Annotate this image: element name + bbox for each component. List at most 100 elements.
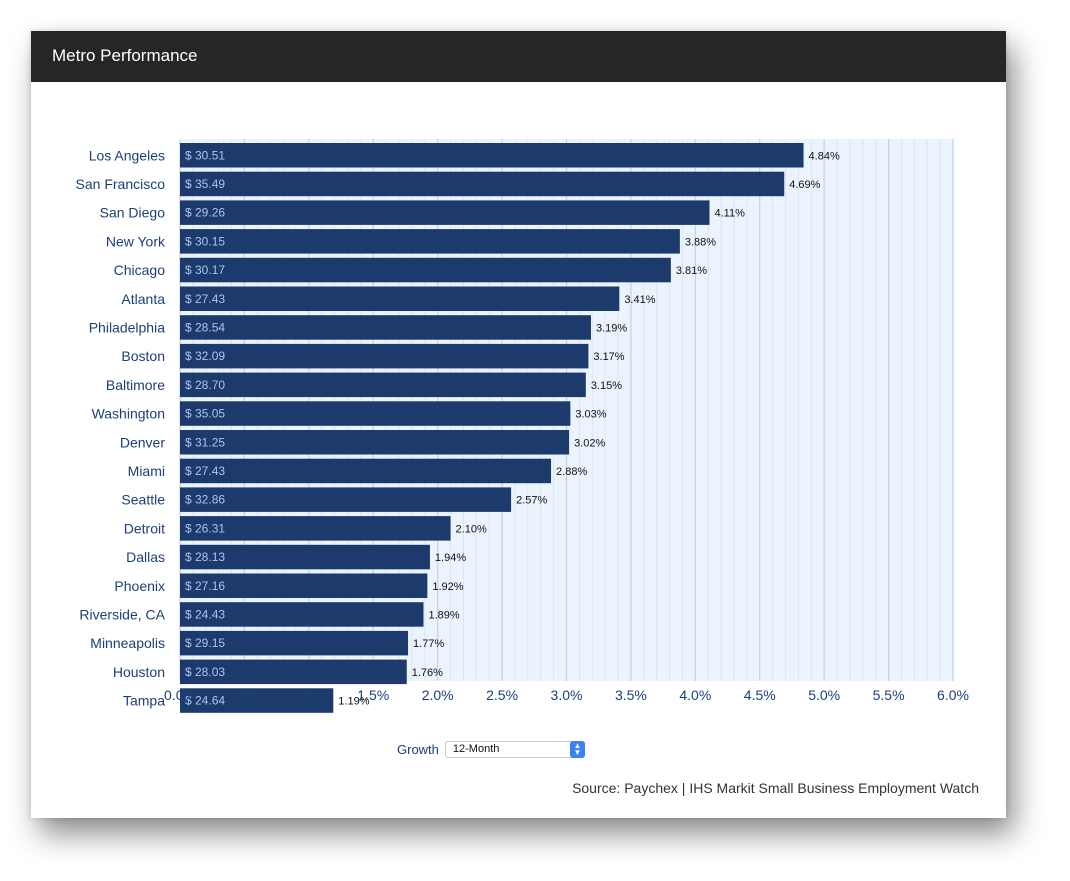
- bar: [180, 544, 430, 570]
- x-tick-label: 3.5%: [615, 687, 647, 703]
- bar-inner-label: $ 31.25: [185, 435, 225, 449]
- value-label: 3.41%: [624, 294, 655, 306]
- bar: [180, 143, 804, 168]
- bar-inner-label: $ 26.31: [185, 521, 225, 535]
- value-label: 3.88%: [685, 236, 716, 248]
- bar: [180, 602, 424, 627]
- growth-control: Growth 12-Month ▲ ▼: [397, 740, 585, 758]
- bar-inner-label: $ 28.03: [185, 665, 225, 679]
- bar: [180, 516, 451, 541]
- category-label: Houston: [113, 664, 165, 680]
- bar-inner-label: $ 35.49: [185, 177, 225, 191]
- bar: [180, 343, 589, 369]
- category-label: Denver: [120, 434, 165, 450]
- category-label: Dallas: [126, 549, 165, 565]
- category-label: Phoenix: [114, 578, 165, 594]
- bar-inner-label: $ 28.70: [185, 378, 225, 392]
- category-label: Detroit: [124, 520, 165, 536]
- bar: [180, 573, 428, 598]
- bar-inner-label: $ 27.43: [185, 464, 225, 478]
- bar: [180, 401, 571, 426]
- value-label: 3.17%: [593, 351, 624, 363]
- bar: [180, 229, 680, 254]
- bar: [180, 659, 407, 685]
- bar: [180, 286, 620, 311]
- x-tick-label: 4.5%: [744, 687, 776, 703]
- value-label: 3.02%: [574, 437, 605, 449]
- bar-inner-label: $ 30.15: [185, 234, 225, 248]
- bar-inner-label: $ 24.64: [185, 694, 225, 708]
- category-label: Los Angeles: [89, 147, 165, 163]
- bar-inner-label: $ 30.17: [185, 263, 225, 277]
- category-label: Seattle: [121, 492, 165, 508]
- header-bar: Metro Performance: [31, 31, 1006, 82]
- bar-inner-label: $ 29.15: [185, 636, 225, 650]
- category-label: Miami: [128, 463, 165, 479]
- growth-label: Growth: [397, 741, 439, 757]
- bar: [180, 630, 409, 656]
- bar-inner-label: $ 28.13: [185, 550, 225, 564]
- bar: [180, 430, 570, 455]
- bar: [180, 487, 512, 512]
- x-tick-label: 0.0%: [164, 687, 196, 703]
- category-label: Atlanta: [121, 291, 165, 307]
- x-tick-label: 5.0%: [808, 687, 840, 703]
- bar: [180, 315, 591, 340]
- select-arrows-icon[interactable]: ▲ ▼: [569, 740, 585, 758]
- bar: [180, 688, 334, 713]
- category-label: San Francisco: [76, 176, 166, 192]
- value-label: 1.19%: [338, 696, 369, 708]
- bar-inner-label: $ 32.09: [185, 349, 225, 363]
- x-tick-label: 2.5%: [486, 687, 518, 703]
- bar-inner-label: $ 29.26: [185, 206, 225, 220]
- chart-card: Metro Performance Los Angeles $ 30.51 4.84…: [31, 31, 1006, 818]
- category-label: New York: [106, 233, 166, 249]
- chart-title: Metro Performance: [52, 46, 198, 65]
- bar-inner-label: $ 32.86: [185, 493, 225, 507]
- value-label: 1.94%: [435, 552, 466, 564]
- category-label: Washington: [92, 406, 165, 422]
- bar-inner-label: $ 28.54: [185, 320, 225, 334]
- value-label: 2.57%: [516, 495, 547, 507]
- x-tick-label: 5.5%: [873, 687, 905, 703]
- value-label: 2.88%: [556, 466, 587, 478]
- bar-chart: Los Angeles $ 30.51 4.84% San Francisco $ 35…: [76, 139, 969, 713]
- category-label: Philadelphia: [89, 319, 165, 335]
- value-label: 1.76%: [412, 667, 443, 679]
- x-tick-label: 6.0%: [937, 687, 969, 703]
- bar-inner-label: $ 35.05: [185, 407, 225, 421]
- x-tick-label: 3.0%: [551, 687, 583, 703]
- x-tick-label: 4.0%: [679, 687, 711, 703]
- source-note: Source: Paychex | IHS Markit Small Busin…: [572, 780, 979, 796]
- value-label: 1.77%: [413, 638, 444, 650]
- value-label: 1.92%: [432, 581, 463, 593]
- growth-select-value: 12-Month: [452, 742, 500, 755]
- bar-inner-label: $ 30.51: [185, 148, 225, 162]
- x-tick-label: 1.5%: [357, 687, 389, 703]
- value-label: 4.84%: [809, 150, 840, 162]
- growth-select[interactable]: 12-Month ▲ ▼: [444, 740, 585, 758]
- value-label: 4.11%: [715, 208, 746, 220]
- bar-inner-label: $ 27.16: [185, 579, 225, 593]
- x-tick-label: 2.0%: [422, 687, 454, 703]
- category-label: Boston: [121, 348, 165, 364]
- bar: [180, 200, 710, 225]
- bar-inner-label: $ 24.43: [185, 607, 225, 621]
- value-label: 2.10%: [456, 523, 487, 535]
- x-tick-label: 1.0%: [293, 687, 325, 703]
- bar: [180, 458, 552, 484]
- value-label: 3.19%: [596, 322, 627, 334]
- category-label: Tampa: [123, 693, 165, 709]
- bar-inner-label: $ 27.43: [185, 292, 225, 306]
- value-label: 3.03%: [575, 409, 606, 421]
- value-label: 1.89%: [428, 609, 459, 621]
- category-label: Minneapolis: [90, 635, 165, 651]
- bar: [180, 171, 785, 197]
- bar: [180, 257, 671, 283]
- value-label: 4.69%: [789, 179, 820, 191]
- value-label: 3.81%: [676, 265, 707, 277]
- category-label: San Diego: [100, 205, 166, 221]
- x-tick-label: 0.5%: [228, 687, 260, 703]
- category-label: Riverside, CA: [79, 606, 165, 622]
- value-label: 3.15%: [591, 380, 622, 392]
